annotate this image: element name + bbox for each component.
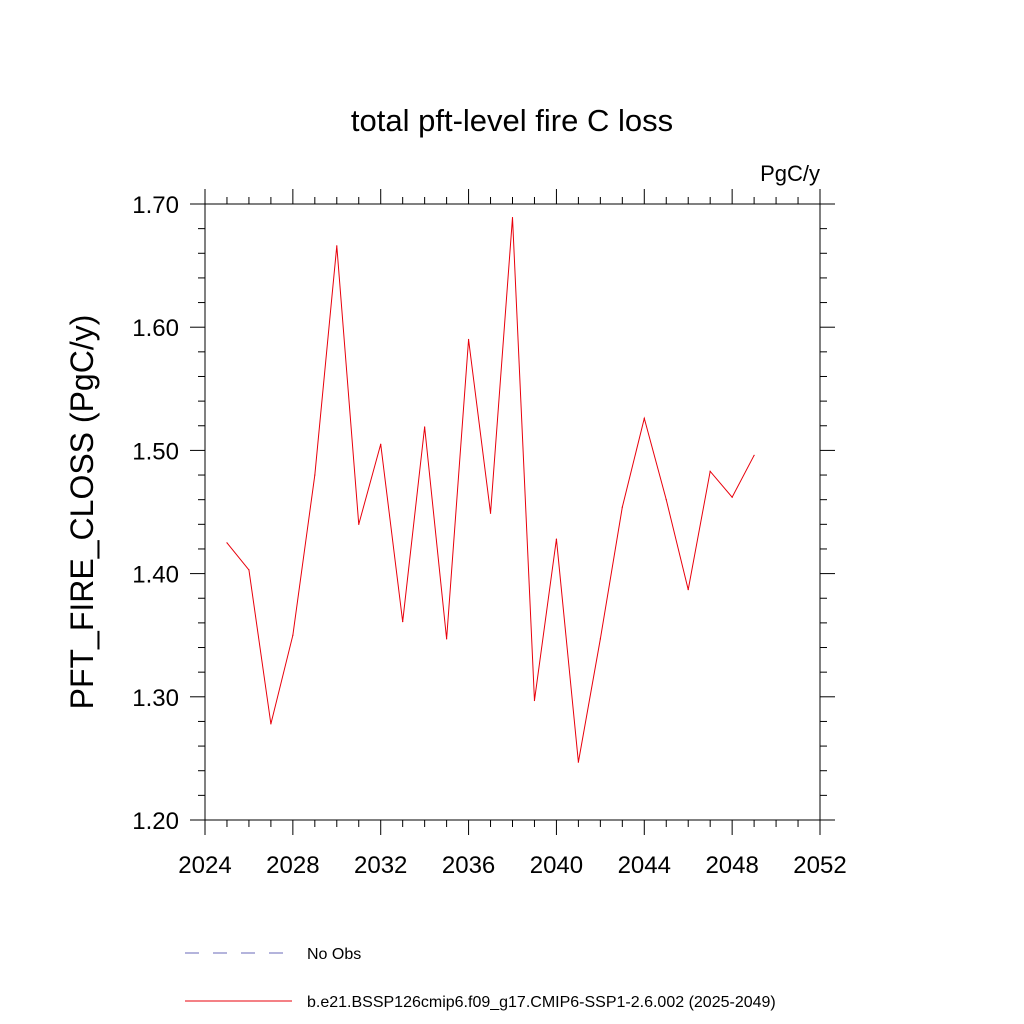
y-tick-label: 1.70 <box>132 192 179 219</box>
units-label: PgC/y <box>760 161 820 186</box>
legend-label-no-obs: No Obs <box>307 946 361 963</box>
data-point <box>380 443 382 445</box>
data-point <box>292 634 294 636</box>
x-tick-label: 2032 <box>354 852 407 879</box>
data-point <box>687 589 689 591</box>
data-point <box>643 417 645 419</box>
data-point <box>753 454 755 456</box>
legend: No Obs b.e21.BSSP126cmip6.f09_g17.CMIP6-… <box>185 946 776 1011</box>
x-tick-label: 2048 <box>705 852 758 879</box>
data-point <box>665 499 667 501</box>
data-point <box>467 338 470 341</box>
plot-frame <box>204 203 821 821</box>
y-tick-label: 1.50 <box>132 438 179 465</box>
data-point <box>577 761 579 763</box>
data-point <box>599 638 601 640</box>
data-point <box>402 621 404 623</box>
x-tick-label: 2024 <box>178 852 231 879</box>
series-layer <box>226 216 755 763</box>
data-point <box>424 426 426 428</box>
legend-label-model: b.e21.BSSP126cmip6.f09_g17.CMIP6-SSP1-2.… <box>307 994 776 1011</box>
y-tick-label: 1.30 <box>132 685 179 712</box>
data-point <box>358 523 360 525</box>
data-point <box>446 638 448 640</box>
data-point <box>533 699 536 702</box>
data-point <box>709 470 711 472</box>
data-point <box>555 538 558 540</box>
data-point <box>621 506 623 508</box>
series-line <box>226 217 755 763</box>
y-tick-label: 1.40 <box>132 562 179 589</box>
data-point <box>226 542 228 544</box>
x-tick-label: 2028 <box>266 852 319 879</box>
x-tick-label: 2036 <box>442 852 495 879</box>
data-point <box>489 512 492 514</box>
data-point <box>248 569 250 571</box>
x-tick-label: 2044 <box>618 852 671 879</box>
y-tick-label: 1.60 <box>132 315 179 342</box>
data-point <box>336 245 338 247</box>
data-point <box>314 474 316 476</box>
data-point <box>511 216 514 219</box>
x-tick-label: 2040 <box>530 852 583 879</box>
data-point <box>731 496 733 498</box>
x-tick-label: 2052 <box>793 852 846 879</box>
data-point <box>270 723 272 725</box>
chart-title: total pft-level fire C loss <box>351 103 673 138</box>
axes: 2024 2028 2032 2036 2040 2044 2048 2052 1.20 1.30… <box>132 189 847 879</box>
y-tick-label: 1.20 <box>132 808 179 835</box>
y-axis-label: PFT_FIRE_CLOSS (PgC/y) <box>64 315 100 710</box>
